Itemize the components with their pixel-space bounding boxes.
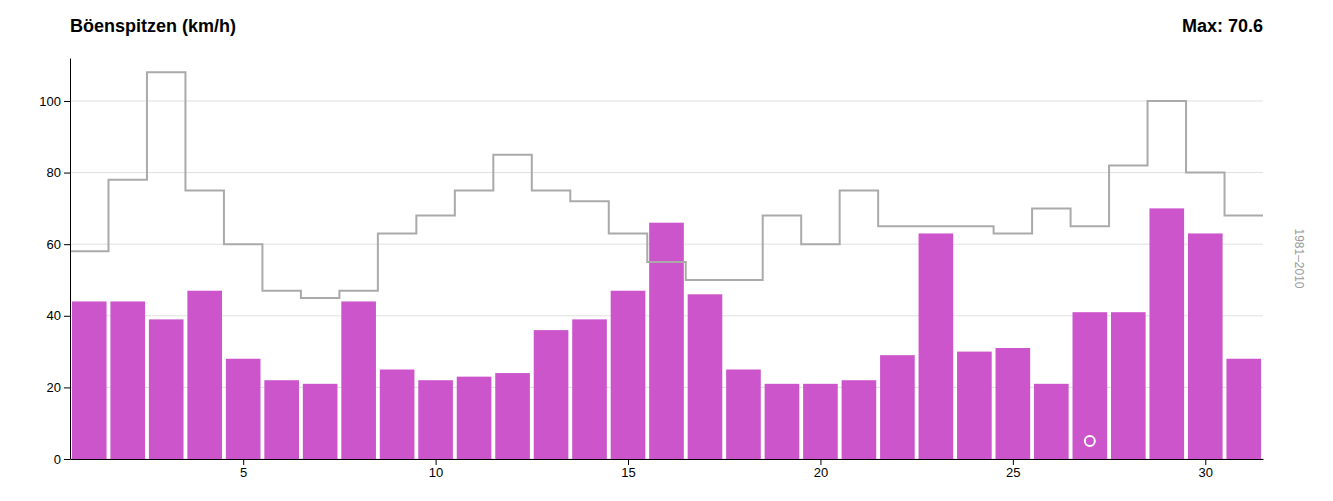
y-tick-label: 100 xyxy=(39,94,61,109)
x-tick-label: 10 xyxy=(429,465,443,480)
y-tick-label: 80 xyxy=(47,165,61,180)
y-axis-line xyxy=(70,59,71,460)
bar xyxy=(187,291,222,459)
x-axis-line xyxy=(71,459,1264,460)
bar xyxy=(457,377,492,459)
bar xyxy=(957,352,992,459)
chart-container: 5 10 15 20 25 30 0 20 40 60 80 100 Böenspitzen (km/h… xyxy=(0,0,1333,501)
x-axis: 5 10 15 20 25 30 xyxy=(71,459,1264,480)
y-tick: 0 xyxy=(54,452,70,467)
bar xyxy=(264,380,299,459)
bar xyxy=(1111,312,1146,459)
bar xyxy=(572,319,607,459)
bar xyxy=(341,301,376,459)
x-tick-label: 15 xyxy=(621,465,635,480)
y-tick-mark xyxy=(64,387,70,388)
y-tick-mark xyxy=(64,459,70,460)
x-tick: 10 xyxy=(429,459,443,480)
bar xyxy=(611,291,646,459)
bar xyxy=(649,223,684,459)
y-tick-mark xyxy=(64,101,70,102)
grid xyxy=(70,101,1263,459)
step-line xyxy=(70,72,1263,298)
title: Böenspitzen (km/h) xyxy=(70,16,236,36)
x-tick: 30 xyxy=(1199,459,1213,480)
x-tick-label: 25 xyxy=(1006,465,1020,480)
bar xyxy=(803,384,838,459)
x-tick-label: 20 xyxy=(814,465,828,480)
y-tick-label: 60 xyxy=(47,237,61,252)
y-tick: 100 xyxy=(39,94,70,109)
x-tick-label: 5 xyxy=(240,465,247,480)
bar xyxy=(1188,233,1223,459)
x-tick: 15 xyxy=(621,459,635,480)
bar xyxy=(303,384,338,459)
chart-svg: 5 10 15 20 25 30 0 20 40 60 80 100 Böenspitzen (km/h… xyxy=(0,0,1333,501)
bar-series xyxy=(72,208,1261,459)
marker-circle xyxy=(1085,436,1095,446)
y-axis: 0 20 40 60 80 100 xyxy=(39,59,70,467)
y-tick: 40 xyxy=(47,308,70,323)
x-tick-label: 30 xyxy=(1199,465,1213,480)
bar xyxy=(1226,359,1261,459)
annotation-period: 1981–2010 xyxy=(1292,228,1306,288)
bar xyxy=(726,369,761,459)
bar xyxy=(1073,312,1108,459)
plot-area xyxy=(70,72,1263,459)
y-tick-mark xyxy=(64,316,70,317)
x-tick: 5 xyxy=(240,459,247,480)
bar xyxy=(418,380,453,459)
bar xyxy=(495,373,530,459)
grid-line xyxy=(70,100,1263,101)
bar xyxy=(688,294,723,459)
grid-line xyxy=(70,172,1263,173)
y-tick-label: 40 xyxy=(47,308,61,323)
y-tick: 60 xyxy=(47,237,70,252)
bar xyxy=(919,233,954,459)
y-tick-mark xyxy=(64,173,70,174)
x-tick-mark xyxy=(1013,459,1014,465)
bar xyxy=(1034,384,1069,459)
y-tick: 20 xyxy=(47,380,70,395)
bar xyxy=(534,330,569,459)
x-tick-mark xyxy=(243,459,244,465)
bar xyxy=(380,369,415,459)
x-tick: 20 xyxy=(814,459,828,480)
bar xyxy=(765,384,800,459)
bar xyxy=(842,380,877,459)
annotation-max: Max: 70.6 xyxy=(1182,16,1263,36)
x-tick-mark xyxy=(820,459,821,465)
bar xyxy=(110,301,145,459)
y-tick: 80 xyxy=(47,165,70,180)
bar xyxy=(1149,208,1184,459)
x-tick-mark xyxy=(1205,459,1206,465)
y-tick-label: 20 xyxy=(47,380,61,395)
bar xyxy=(880,355,915,459)
x-tick-mark xyxy=(436,459,437,465)
bar xyxy=(149,319,184,459)
marker-series xyxy=(1085,436,1095,446)
y-tick-label: 0 xyxy=(54,452,61,467)
y-tick-mark xyxy=(64,244,70,245)
bar xyxy=(72,301,107,459)
bar xyxy=(226,359,261,459)
x-tick: 25 xyxy=(1006,459,1020,480)
x-tick-mark xyxy=(628,459,629,465)
bar xyxy=(996,348,1031,459)
